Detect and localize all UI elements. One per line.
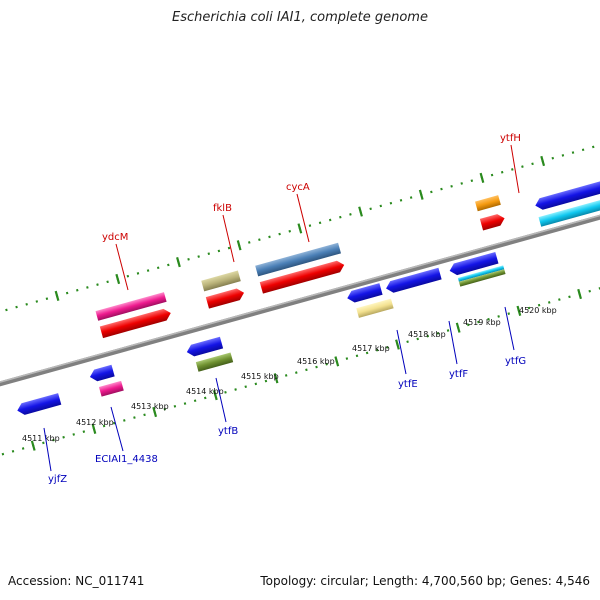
gene-label-ECIAI1_4438[interactable]: ECIAI1_4438 xyxy=(95,454,158,465)
gene-label-ydcM[interactable]: ydcM xyxy=(102,232,128,243)
major-tick xyxy=(30,440,36,451)
tick-label: 4520 kbp xyxy=(519,306,557,315)
tick-label: 4515 kbp xyxy=(241,372,279,381)
gene-ytfF-arrow[interactable] xyxy=(384,267,442,295)
major-tick xyxy=(540,155,546,167)
major-tick xyxy=(577,288,582,300)
leader-line xyxy=(504,306,515,351)
tick-labels: 4511 kbp 4512 kbp 4513 kbp 4514 kbp 4515… xyxy=(22,306,557,443)
gene-label-ytfE[interactable]: ytfE xyxy=(398,379,418,390)
gene-label-ytfG[interactable]: ytfG xyxy=(505,356,526,367)
gene-cycA-arrow[interactable] xyxy=(259,259,346,294)
gene-ytfE-arrow[interactable] xyxy=(346,283,383,304)
leader-line xyxy=(222,214,235,263)
major-tick xyxy=(212,390,218,401)
gene-label-yjfZ[interactable]: yjfZ xyxy=(48,474,67,485)
leader-line xyxy=(296,193,310,243)
gene-label-fklB[interactable]: fklB xyxy=(213,203,232,214)
major-tick xyxy=(54,290,60,301)
tick-label: 4511 kbp xyxy=(22,434,60,443)
major-ticks xyxy=(30,155,582,451)
gene-right-edge-block[interactable] xyxy=(538,193,600,227)
gene-label-ytfB[interactable]: ytfB xyxy=(218,426,238,437)
gene-ytfH-arrow[interactable] xyxy=(479,212,506,231)
accession-text: Accession: NC_011741 xyxy=(8,574,145,588)
tick-label: 4519 kbp xyxy=(463,318,501,327)
major-tick xyxy=(152,406,158,418)
page-title: Escherichia coli IAI1, complete genome xyxy=(172,10,428,25)
reverse-gene-labels: yjfZ ECIAI1_4438 ytfB ytfE ytfF ytfG xyxy=(43,306,526,485)
gene-ydcM-block[interactable] xyxy=(95,292,167,321)
forward-gene-labels: ydcM fklB cycA ytfH xyxy=(102,133,521,291)
leader-line xyxy=(215,377,227,423)
gene-ytfB-arrow[interactable] xyxy=(185,336,224,358)
leader-line xyxy=(396,329,407,375)
gene-fklB-arrow[interactable] xyxy=(205,287,246,309)
genome-backbone xyxy=(0,191,600,400)
tick-label: 4517 kbp xyxy=(352,344,390,353)
gene-yjfZ-arrow[interactable] xyxy=(16,393,62,416)
major-tick xyxy=(176,257,181,268)
gene-label-ytfF[interactable]: ytfF xyxy=(449,369,468,380)
major-tick xyxy=(115,273,121,285)
tick-label: 4516 kbp xyxy=(297,357,335,366)
major-tick xyxy=(479,172,485,183)
tick-label: 4514 kbp xyxy=(186,387,224,396)
leader-line xyxy=(448,320,458,365)
gene-ytfG-block-cyan[interactable] xyxy=(457,265,505,282)
gene-right-edge-arrow[interactable] xyxy=(534,176,600,212)
gene-ytfH-block[interactable] xyxy=(475,195,501,212)
major-tick xyxy=(358,206,363,217)
leader-line xyxy=(43,427,52,472)
leader-line xyxy=(115,243,129,291)
genome-summary-text: Topology: circular; Length: 4,700,560 bp… xyxy=(260,574,590,588)
major-tick xyxy=(236,240,242,251)
tick-label: 4518 kbp xyxy=(408,330,446,339)
tick-label: 4513 kbp xyxy=(131,402,169,411)
gene-ytfB-block[interactable] xyxy=(195,352,234,372)
gene-ytfE-block[interactable] xyxy=(356,298,394,318)
major-tick xyxy=(455,322,461,333)
major-tick xyxy=(516,305,522,316)
leader-line xyxy=(510,144,520,194)
gene-ytfG-block-olive[interactable] xyxy=(458,269,506,287)
gene-fklB-block[interactable] xyxy=(201,270,241,292)
gene-ytfG-arrow[interactable] xyxy=(448,251,499,277)
tick-label: 4512 kbp xyxy=(76,418,114,427)
gene-ECIAI1_4438-block[interactable] xyxy=(98,380,124,397)
gene-label-ytfH[interactable]: ytfH xyxy=(500,133,521,144)
gene-cycA-block[interactable] xyxy=(255,242,342,277)
major-tick xyxy=(334,356,340,367)
major-tick xyxy=(273,373,279,384)
gene-ECIAI1_4438-arrow[interactable] xyxy=(88,364,115,383)
leader-line xyxy=(110,406,124,452)
major-tick xyxy=(418,189,424,200)
major-tick xyxy=(297,223,303,234)
gene-label-cycA[interactable]: cycA xyxy=(286,182,310,193)
gene-ydcM-arrow[interactable] xyxy=(99,307,173,339)
major-tick xyxy=(395,339,400,350)
major-tick xyxy=(91,423,97,434)
